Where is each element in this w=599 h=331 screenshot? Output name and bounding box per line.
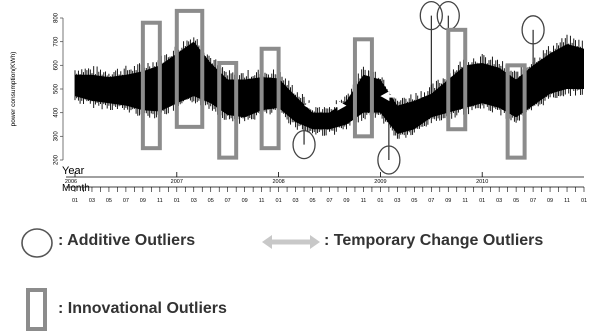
- month-tick-label: 11: [462, 198, 468, 204]
- y-tick-label: 800: [54, 12, 60, 23]
- month-tick-label: 05: [309, 198, 315, 204]
- month-tick-label: 07: [428, 198, 434, 204]
- legend-innovational-symbol: [26, 288, 47, 331]
- temporary-change-arrow-head-right: [396, 91, 406, 102]
- month-tick-label: 09: [140, 198, 146, 204]
- y-tick-label: 500: [54, 83, 60, 94]
- month-tick-label: 11: [564, 198, 570, 204]
- month-tick-label: 01: [174, 198, 180, 204]
- year-tick-label: 2009: [374, 179, 386, 185]
- month-tick-label: 07: [123, 198, 129, 204]
- month-tick-label: 01: [276, 198, 282, 204]
- month-tick-label: 05: [411, 198, 417, 204]
- month-tick-label: 03: [89, 198, 95, 204]
- month-tick-label: 05: [208, 198, 214, 204]
- month-tick-label: 03: [496, 198, 502, 204]
- month-tick-label: 07: [326, 198, 332, 204]
- year-tick-label: 2010: [476, 179, 488, 185]
- month-tick-label: 09: [343, 198, 349, 204]
- month-tick-label: 11: [361, 198, 367, 204]
- month-tick-label: 07: [225, 198, 231, 204]
- chart-svg: 200 300 400 500 600 700 800 power consumption(K…: [10, 0, 587, 204]
- legend-temporary-label: : Temporary Change Outliers: [324, 232, 544, 249]
- y-tick-label: 700: [54, 36, 60, 47]
- innovational-outlier-box: [217, 60, 239, 160]
- innovational-outlier-box: [174, 8, 205, 129]
- month-tick-label: 05: [513, 198, 519, 204]
- legend-additive-symbol: [21, 228, 53, 258]
- y-tick-label: 600: [54, 60, 60, 71]
- year-tick-label: 2008: [272, 179, 284, 185]
- y-tick-label: 400: [54, 107, 60, 118]
- year-tick-label: 2006: [65, 179, 77, 185]
- month-tick-label: 01: [72, 198, 78, 204]
- month-tick-label: 09: [445, 198, 451, 204]
- legend-temporary-symbol: [262, 235, 320, 249]
- temporary-change-arrow-head-left: [304, 100, 314, 111]
- innovational-outlier-box: [352, 37, 374, 139]
- innovational-outlier-box: [505, 63, 527, 160]
- y-tick-label: 300: [54, 131, 60, 142]
- innovational-outlier-box: [140, 20, 162, 151]
- month-axis-label: Month: [62, 183, 90, 194]
- legend-additive-label: : Additive Outliers: [58, 232, 196, 249]
- month-tick-label: 09: [242, 198, 248, 204]
- month-tick-label: 03: [191, 198, 197, 204]
- innovational-outlier-box: [446, 27, 468, 132]
- month-tick-label: 03: [394, 198, 400, 204]
- additive-outlier-circle: [292, 129, 316, 160]
- additive-outlier-circle: [521, 15, 545, 45]
- y-axis-label: power consumption(KWh): [10, 52, 17, 127]
- additive-outlier-circle: [419, 0, 443, 31]
- month-tick-label: 11: [157, 198, 163, 204]
- additive-outlier-circle: [377, 145, 401, 175]
- month-tick-label: 03: [293, 198, 299, 204]
- year-axis-label: Year: [62, 165, 85, 177]
- month-tick-label: 05: [106, 198, 112, 204]
- year-tick-label: 2007: [171, 179, 183, 185]
- month-tick-label: 11: [259, 198, 265, 204]
- month-tick-label: 01: [377, 198, 383, 204]
- temporary-change-arrow-head-left: [380, 91, 390, 102]
- innovational-outlier-box: [259, 46, 281, 151]
- temporary-change-arrow-head-right: [337, 100, 347, 111]
- y-tick-label: 200: [54, 154, 60, 165]
- month-tick-label: 01: [479, 198, 485, 204]
- legend-innovational-label: : Innovational Outliers: [58, 300, 227, 317]
- month-tick-label: 09: [547, 198, 553, 204]
- month-tick-label: 07: [530, 198, 536, 204]
- month-tick-label: 01: [581, 198, 587, 204]
